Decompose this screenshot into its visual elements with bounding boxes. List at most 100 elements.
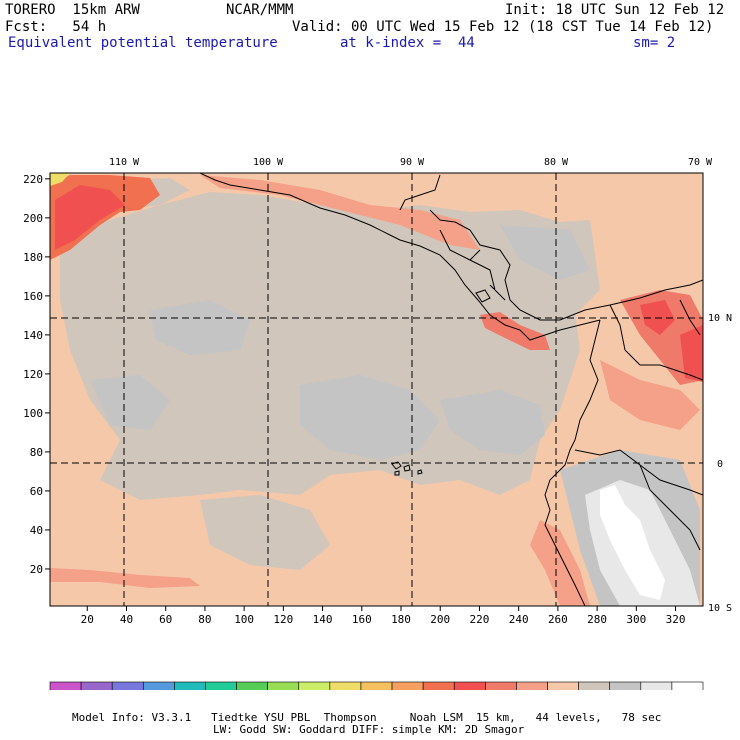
colorbar-swatch — [298, 681, 331, 690]
y-tick-label: 220 — [23, 173, 43, 186]
latitude-labels: 10 N 0 10 S — [708, 313, 732, 614]
y-tick-label: 140 — [23, 329, 43, 342]
longitude-labels: 110 W 100 W 90 W 80 W 70 W — [109, 157, 713, 168]
y-tick-label: 160 — [23, 290, 43, 303]
warm-region-central-america-coast — [200, 175, 480, 250]
colorbar-swatch — [236, 681, 268, 690]
longitude-label: 90 W — [400, 157, 425, 168]
x-tick-label: 320 — [666, 613, 686, 626]
model-title: TORERO 15km ARW — [5, 2, 140, 18]
colorbar-swatch — [174, 681, 206, 690]
colorbar-swatch — [49, 681, 82, 690]
forecast-hour: Fcst: 54 h — [5, 19, 107, 35]
model-info-line1: Model Info: V3.3.1 Tiedtke YSU PBL Thomp… — [72, 711, 662, 724]
warm-region-northwest-corner — [50, 173, 70, 186]
smoothing-label: sm= 2 — [633, 35, 676, 51]
graticule — [50, 173, 703, 606]
colorbar-swatch — [671, 681, 704, 690]
border-peru-brazil — [639, 464, 701, 551]
init-time: Init: 18 UTC Sun 12 Feb 12 — [505, 2, 725, 18]
coastline-caribbean — [454, 221, 703, 321]
x-tick-label: 180 — [391, 613, 411, 626]
warm-region-northwest-core — [55, 185, 125, 250]
x-tick-label: 60 — [159, 613, 172, 626]
galapagos-islands — [391, 461, 423, 476]
gray-region-south — [200, 495, 330, 570]
warm-region-southwest-band — [50, 568, 200, 588]
colorbar-swatch — [547, 681, 579, 690]
warm-region-east-pacific — [600, 360, 700, 430]
warm-region-costa-rica — [480, 312, 550, 350]
colorbar-swatch — [485, 681, 517, 690]
map-figure: 220 200 180 160 140 120 100 80 60 40 20 20 40 60 80 10… — [23, 157, 732, 690]
colorbar-swatch — [391, 681, 424, 690]
y-tick-label: 80 — [30, 446, 43, 459]
light-gray-patch-2 — [440, 390, 545, 455]
center-label: NCAR/MMM — [226, 2, 294, 18]
y-tick-label: 200 — [23, 212, 43, 225]
y-tick-label: 180 — [23, 251, 43, 264]
colorbar-swatch — [640, 681, 673, 690]
colorbar-swatch — [422, 681, 455, 690]
latitude-label: 0 — [717, 459, 723, 470]
lake-nicaragua — [475, 289, 491, 303]
x-axis: 20 40 60 80 100 120 140 160 180 200 220 240 260 280 30… — [81, 606, 686, 626]
light-gray-patch-3 — [500, 225, 590, 280]
longitude-label: 100 W — [253, 157, 284, 168]
coastlines — [199, 173, 703, 606]
longitude-label: 80 W — [544, 157, 569, 168]
coastline-colombia-ecuador — [544, 319, 601, 606]
x-tick-label: 100 — [234, 613, 254, 626]
longitude-label: 70 W — [688, 157, 713, 168]
latitude-label: 10 S — [708, 603, 732, 614]
x-tick-label: 260 — [548, 613, 568, 626]
y-tick-label: 60 — [30, 485, 43, 498]
x-tick-label: 200 — [430, 613, 450, 626]
warm-region-venezuela — [680, 325, 703, 382]
colorbar-swatch — [516, 681, 548, 690]
level-label: at k-index = 44 — [340, 35, 475, 51]
colorbar-swatch — [205, 681, 237, 690]
light-gray-patch-6 — [90, 375, 170, 430]
x-tick-label: 220 — [470, 613, 490, 626]
colorbar-swatch — [142, 681, 175, 690]
x-tick-label: 140 — [313, 613, 333, 626]
coastline-mexico — [199, 173, 421, 247]
coastline-yucatan — [399, 174, 456, 223]
x-tick-label: 240 — [509, 613, 529, 626]
border-central-america — [439, 229, 506, 301]
colorbar — [49, 681, 704, 690]
colorbar-swatch — [578, 681, 611, 690]
map-frame — [49, 172, 704, 607]
border-venezuela — [679, 299, 701, 336]
valid-time: Valid: 00 UTC Wed 15 Feb 12 (18 CST Tue … — [292, 19, 714, 35]
white-region-andes-core — [600, 485, 665, 600]
light-gray-patch-5 — [150, 300, 250, 355]
y-tick-label: 20 — [30, 563, 43, 576]
model-info-line2: LW: Godd SW: Goddard DIFF: simple KM: 2D… — [213, 723, 525, 736]
map-field — [50, 173, 703, 606]
colorbar-swatch — [453, 681, 486, 690]
colorbar-swatch — [609, 681, 642, 690]
light-gray-patch-1 — [300, 375, 440, 460]
border-colombia — [609, 304, 703, 381]
x-tick-label: 80 — [198, 613, 211, 626]
field-name: Equivalent potential temperature — [8, 35, 278, 51]
colorbar-swatch — [329, 681, 362, 690]
x-tick-label: 280 — [587, 613, 607, 626]
colorbar-swatch — [80, 681, 113, 690]
y-axis: 220 200 180 160 140 120 100 80 60 40 20 — [23, 173, 50, 576]
y-tick-label: 120 — [23, 368, 43, 381]
x-tick-label: 120 — [273, 613, 293, 626]
colorbar-swatch — [267, 681, 300, 690]
longitude-label: 110 W — [109, 157, 140, 168]
x-tick-label: 160 — [352, 613, 372, 626]
x-tick-label: 20 — [81, 613, 94, 626]
colorbar-swatch — [111, 681, 144, 690]
x-tick-label: 40 — [120, 613, 133, 626]
latitude-label: 10 N — [708, 313, 732, 324]
warm-region-colombia — [620, 290, 703, 385]
y-tick-label: 100 — [23, 407, 43, 420]
colorbar-swatch — [360, 681, 393, 690]
y-tick-label: 40 — [30, 524, 43, 537]
